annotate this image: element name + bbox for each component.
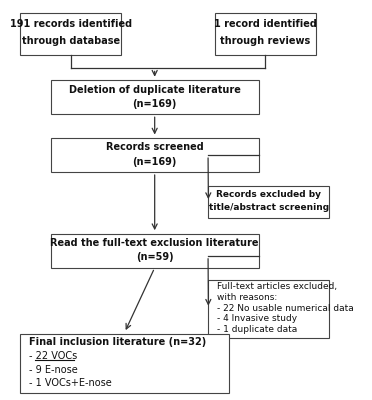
Text: Deletion of duplicate literature: Deletion of duplicate literature [69, 84, 241, 94]
Text: Full-text articles excluded,: Full-text articles excluded, [217, 282, 337, 291]
Text: - 22 No usable numerical data: - 22 No usable numerical data [217, 304, 353, 312]
FancyBboxPatch shape [215, 13, 316, 54]
Text: through reviews: through reviews [220, 36, 311, 46]
FancyBboxPatch shape [51, 80, 259, 114]
FancyBboxPatch shape [51, 234, 259, 268]
Text: - 4 Invasive study: - 4 Invasive study [217, 314, 297, 323]
Text: - 9 E-nose: - 9 E-nose [29, 364, 77, 374]
FancyBboxPatch shape [208, 186, 329, 218]
Text: title/abstract screening: title/abstract screening [209, 204, 329, 212]
Text: Records screened: Records screened [106, 142, 203, 152]
Text: - 1 VOCs+E-nose: - 1 VOCs+E-nose [29, 378, 112, 388]
Text: (n=59): (n=59) [136, 252, 173, 262]
Text: 191 records identified: 191 records identified [10, 19, 132, 29]
FancyBboxPatch shape [20, 334, 228, 393]
Text: Records excluded by: Records excluded by [216, 190, 321, 199]
FancyBboxPatch shape [51, 138, 259, 172]
Text: Final inclusion literature (n=32): Final inclusion literature (n=32) [29, 337, 206, 347]
Text: (n=169): (n=169) [132, 156, 177, 166]
Text: with reasons:: with reasons: [217, 293, 277, 302]
Text: - 22 VOCs: - 22 VOCs [29, 351, 77, 361]
Text: (n=169): (n=169) [132, 99, 177, 109]
Text: Read the full-text exclusion literature: Read the full-text exclusion literature [51, 238, 259, 248]
FancyBboxPatch shape [20, 13, 121, 54]
Text: - 1 duplicate data: - 1 duplicate data [217, 325, 297, 334]
Text: through database: through database [22, 36, 120, 46]
Text: 1 record identified: 1 record identified [214, 19, 317, 29]
FancyBboxPatch shape [208, 280, 329, 338]
